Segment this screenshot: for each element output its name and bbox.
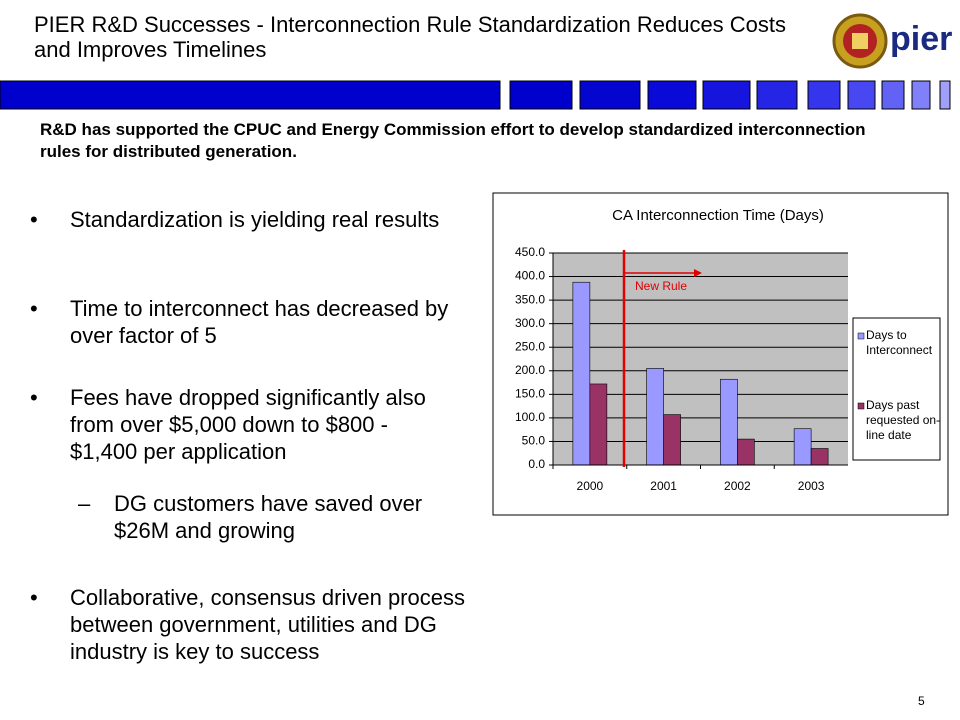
legend-swatch: [857, 332, 865, 340]
chart-title: CA Interconnection Time (Days): [612, 207, 824, 224]
sub-bullet: – DG customers have saved over $26M and g…: [78, 490, 438, 544]
subtitle: R&D has supported the CPUC and Energy Co…: [40, 120, 866, 161]
bullet-text: Time to interconnect has decreased by ov…: [70, 296, 449, 348]
y-tick-label: 400.0: [515, 269, 545, 283]
bar: [810, 448, 829, 466]
y-tick-label: 350.0: [515, 292, 545, 306]
legend: [852, 317, 941, 461]
bar: [793, 428, 812, 466]
bar: [737, 438, 755, 466]
bar: [589, 383, 608, 466]
annotation: New Rule: [635, 279, 687, 293]
legend-swatch: [857, 402, 865, 410]
arrow-head: [694, 269, 702, 277]
logo: pier: [832, 13, 952, 69]
bullet: • Time to interconnect has decreased by o…: [30, 295, 460, 349]
y-tick-label: 0.0: [528, 457, 545, 471]
bullet-text: Fees have dropped significantly also fro…: [70, 385, 426, 464]
bullet: • Fees have dropped significantly also fr…: [30, 384, 460, 465]
bullet: • Standardization is yielding real result…: [30, 206, 460, 233]
legend-label: Days past requested on-line date: [866, 398, 941, 442]
y-tick-label: 450.0: [515, 245, 545, 259]
bar: [646, 368, 664, 466]
x-tick-label: 2001: [650, 479, 677, 493]
legend-label-box: Days to Interconnect: [866, 328, 933, 357]
y-tick-label: 150.0: [515, 387, 545, 401]
page-number: 5: [918, 694, 925, 708]
bar: [663, 414, 681, 466]
legend-label-box: Days past requested on-line date: [866, 398, 941, 442]
logo-text: pier: [890, 20, 952, 58]
y-tick-label: 250.0: [515, 339, 545, 353]
x-tick-label: 2000: [577, 479, 604, 493]
x-tick-label: 2002: [724, 479, 751, 493]
header-strip: [0, 80, 951, 110]
bullet: • Collaborative, consensus driven process…: [30, 584, 470, 665]
legend-label: Days to Interconnect: [866, 328, 933, 357]
bullet-text: Standardization is yielding real results: [70, 207, 440, 232]
y-tick-label: 100.0: [515, 410, 545, 424]
y-tick-label: 50.0: [522, 434, 546, 448]
bar: [572, 281, 591, 466]
x-tick-label: 2003: [798, 479, 825, 493]
bullet-text: DG customers have saved over $26M and gr…: [114, 491, 423, 543]
slide-title: PIER R&D Successes - Interconnection Rul…: [34, 12, 787, 62]
y-tick-label: 300.0: [515, 316, 545, 330]
bar: [720, 378, 738, 466]
bullet-text: Collaborative, consensus driven process …: [70, 585, 465, 664]
y-tick-label: 200.0: [515, 363, 545, 377]
